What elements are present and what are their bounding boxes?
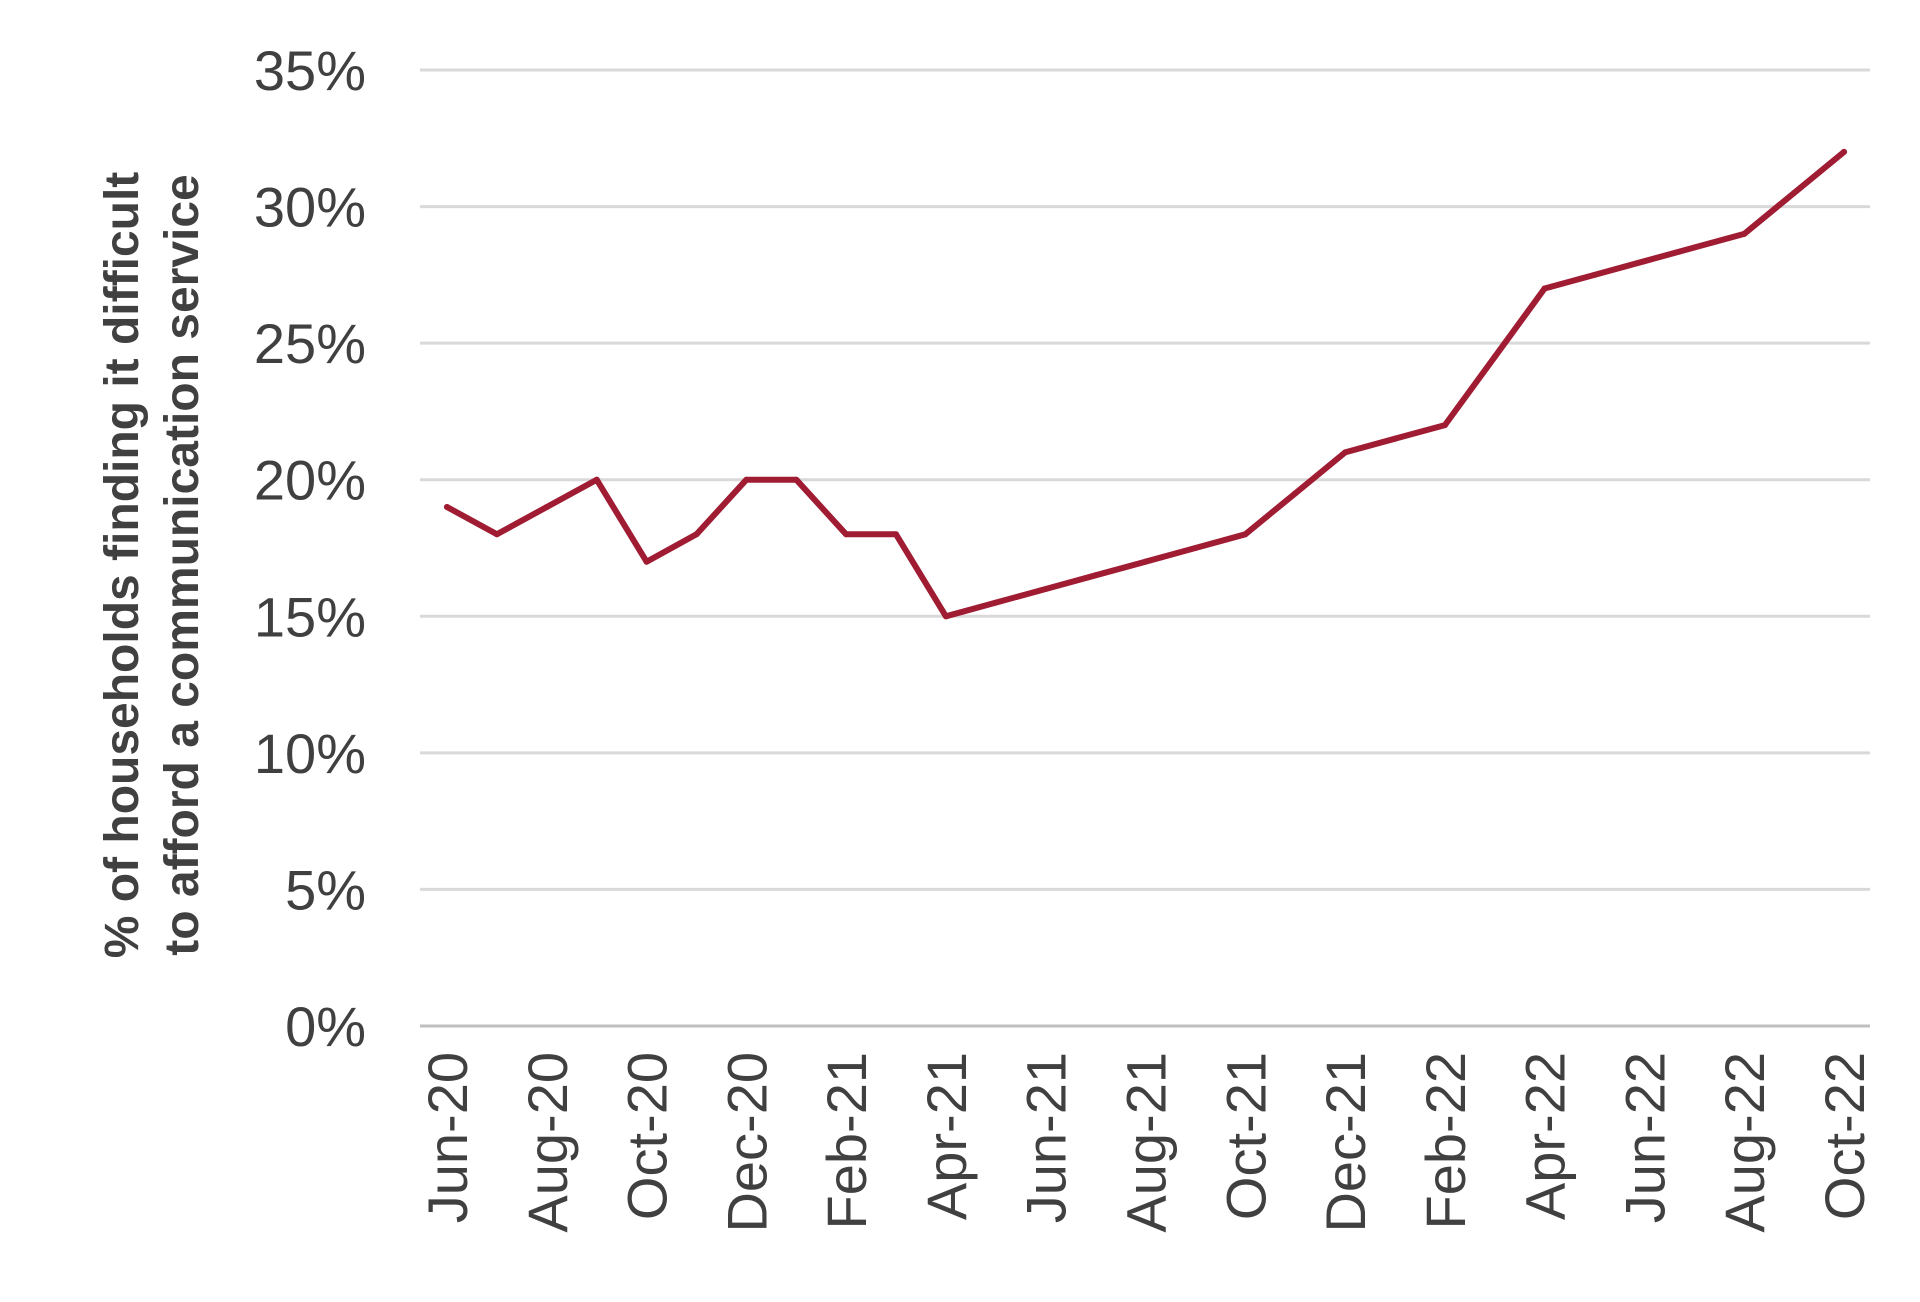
x-axis-ticks: Jun-20 Aug-20 Oct-20 Dec-20 Feb-21 Apr-21 Jun-… [416,1052,1876,1233]
x-tick-label: Apr-22 [1514,1052,1577,1220]
data-point [1541,285,1548,292]
data-point [1192,545,1199,551]
y-axis-ticks: 0% 5% 10% 15% 20% 25% 30% 35% [254,39,366,1058]
data-point [793,476,800,483]
data-point [1292,490,1299,497]
x-tick-label: Feb-21 [815,1052,878,1229]
data-point [743,476,750,483]
data-point [1691,244,1698,251]
y-tick-label: 20% [254,449,366,512]
data-point [444,504,450,510]
x-tick-label: Aug-22 [1713,1052,1776,1233]
y-tick-label: 25% [254,312,366,375]
x-tick-label: Jun-22 [1613,1052,1676,1223]
data-point [992,599,999,606]
data-point [1342,449,1349,456]
y-axis-title-line-1: % of households finding it difficult [96,172,149,959]
data-point [1441,422,1448,429]
x-tick-label: Aug-21 [1115,1052,1178,1233]
data-point [1641,258,1648,265]
x-tick-label: Oct-21 [1214,1052,1277,1220]
data-point [1491,353,1498,360]
data-point [543,504,550,510]
y-axis-title-line-2: to afford a communication service [156,174,209,956]
data-point [843,531,850,538]
x-tick-label: Feb-22 [1414,1052,1477,1229]
x-tick-label: Oct-22 [1813,1052,1876,1220]
y-tick-label: 35% [254,39,366,102]
data-point [493,531,500,538]
data-point [1042,586,1049,592]
data-point [643,558,650,565]
y-tick-label: 30% [254,176,366,239]
y-tick-label: 5% [285,858,366,921]
series-layer [444,148,1847,620]
x-tick-label: Oct-20 [616,1052,679,1220]
x-tick-label: Jun-21 [1015,1052,1078,1223]
data-point [593,476,600,483]
y-tick-label: 0% [285,995,366,1058]
x-tick-label: Apr-21 [915,1052,978,1220]
data-point [893,531,899,538]
data-point [942,613,949,620]
data-point [1741,230,1748,237]
data-point [1392,435,1398,442]
y-tick-label: 10% [254,722,366,785]
data-point [1791,189,1798,196]
data-point [1242,531,1249,538]
data-point [1142,558,1149,565]
x-tick-label: Jun-20 [416,1052,479,1223]
series-line-0 [444,148,1847,620]
y-tick-label: 15% [254,585,366,648]
gridlines [420,68,1870,1028]
data-point [1591,271,1598,278]
data-point [1841,148,1847,155]
x-tick-label: Dec-21 [1314,1052,1377,1233]
data-point [693,531,700,538]
data-point [1092,572,1099,579]
x-tick-label: Dec-20 [715,1052,778,1233]
x-tick-label: Aug-20 [516,1052,579,1233]
